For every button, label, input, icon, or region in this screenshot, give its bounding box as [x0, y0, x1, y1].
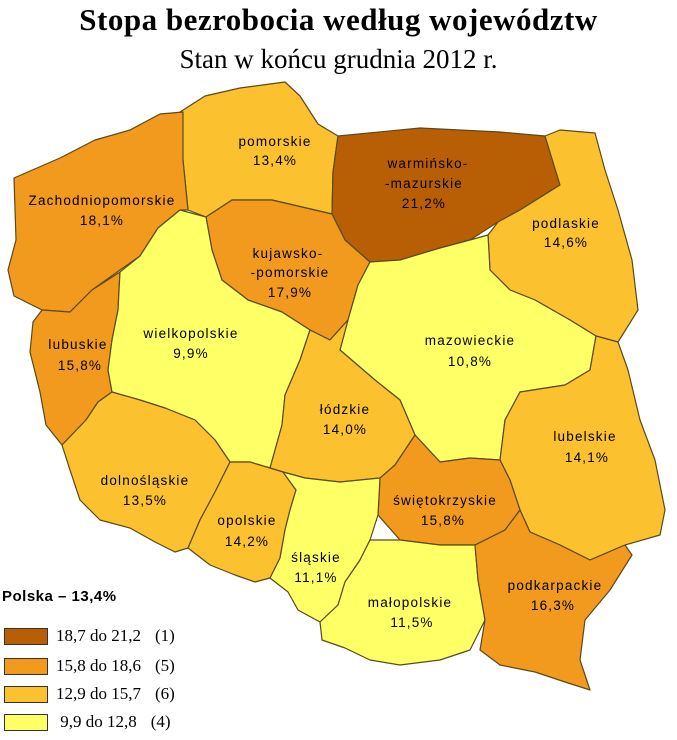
svg-text:21,2%: 21,2%: [402, 196, 446, 211]
legend-range: 15,8 do 18,6: [56, 656, 141, 675]
svg-text:14,1%: 14,1%: [565, 450, 609, 465]
svg-text:9,9%: 9,9%: [173, 346, 209, 361]
legend-count: (1): [155, 626, 175, 645]
legend-title: Polska – 13,4%: [2, 588, 117, 605]
label-zachodniopomorskie: Zachodniopomorskie 18,1%: [29, 193, 176, 228]
label-podlaskie: podlaskie 14,6%: [532, 216, 600, 250]
label-opolskie: opolskie 14,2%: [217, 513, 276, 549]
legend-item: 15,8 do 18,6 (5): [4, 656, 175, 676]
svg-text:15,8%: 15,8%: [421, 513, 465, 528]
svg-text:18,1%: 18,1%: [80, 213, 124, 228]
svg-text:mazowieckie: mazowieckie: [425, 333, 515, 348]
legend-swatch: [4, 713, 48, 731]
svg-text:pomorskie: pomorskie: [238, 134, 311, 149]
legend-item: 9,9 do 12,8 (4): [4, 712, 171, 732]
label-lodzkie: łódzkie 14,0%: [320, 402, 370, 437]
svg-text:lubelskie: lubelskie: [553, 429, 616, 444]
svg-text:dolnośląskie: dolnośląskie: [101, 473, 190, 488]
svg-text:13,4%: 13,4%: [253, 153, 297, 168]
legend-count: (4): [150, 712, 171, 731]
svg-text:11,5%: 11,5%: [390, 615, 433, 630]
label-slaskie: śląskie 11,1%: [291, 550, 341, 585]
region-pomorskie[interactable]: [179, 81, 339, 218]
svg-text:11,1%: 11,1%: [294, 570, 337, 585]
svg-text:16,3%: 16,3%: [531, 598, 575, 613]
svg-text:świętokrzyskie: świętokrzyskie: [393, 493, 497, 508]
label-kujawsko-pomorskie: kujawsko- -pomorskie 17,9%: [251, 246, 330, 300]
legend-item: 18,7 do 21,2 (1): [4, 626, 175, 646]
svg-text:10,8%: 10,8%: [448, 354, 492, 369]
legend-count: (5): [155, 656, 175, 675]
map-subtitle: Stan w końcu grudnia 2012 r.: [179, 44, 498, 74]
svg-text:wielkopolskie: wielkopolskie: [142, 326, 238, 341]
legend-swatch: [4, 657, 48, 675]
label-warminsko-mazurskie: warmińsko- -mazurskie 21,2%: [385, 156, 468, 211]
label-wielkopolskie: wielkopolskie 9,9%: [142, 326, 238, 361]
legend-swatch: [4, 627, 48, 645]
label-mazowieckie: mazowieckie 10,8%: [425, 333, 515, 369]
legend-range: 18,7 do 21,2: [56, 626, 141, 645]
legend-count: (6): [155, 684, 175, 703]
map-title: Stopa bezrobocia według województw: [79, 2, 598, 37]
label-podkarpackie: podkarpackie 16,3%: [508, 578, 603, 613]
svg-text:14,0%: 14,0%: [323, 422, 367, 437]
svg-text:-pomorskie: -pomorskie: [251, 265, 330, 280]
svg-text:śląskie: śląskie: [291, 550, 341, 565]
svg-text:opolskie: opolskie: [217, 513, 276, 528]
region-podkarpackie[interactable]: [474, 509, 633, 691]
svg-text:łódzkie: łódzkie: [320, 402, 370, 417]
legend-range: 9,9 do 12,8: [56, 712, 137, 731]
region-malopolskie[interactable]: [319, 539, 486, 666]
label-lubelskie: lubelskie 14,1%: [553, 429, 616, 465]
label-pomorskie: pomorskie 13,4%: [238, 134, 311, 168]
svg-text:14,6%: 14,6%: [544, 235, 588, 250]
legend-range: 12,9 do 15,7: [56, 684, 141, 703]
label-lubuskie: lubuskie 15,8%: [48, 337, 107, 373]
svg-text:Zachodniopomorskie: Zachodniopomorskie: [29, 193, 176, 208]
svg-text:podlaskie: podlaskie: [532, 216, 600, 231]
svg-text:17,9%: 17,9%: [268, 285, 312, 300]
svg-text:lubuskie: lubuskie: [48, 337, 107, 352]
svg-text:kujawsko-: kujawsko-: [253, 246, 324, 261]
label-dolnoslaskie: dolnośląskie 13,5%: [101, 473, 190, 508]
svg-text:podkarpackie: podkarpackie: [508, 578, 603, 593]
svg-text:-mazurskie: -mazurskie: [385, 176, 463, 191]
svg-text:13,5%: 13,5%: [123, 493, 167, 508]
svg-text:warmińsko-: warmińsko-: [386, 156, 468, 171]
label-malopolskie: małopolskie 11,5%: [368, 595, 452, 630]
label-swietokrzyskie: świętokrzyskie 15,8%: [393, 493, 497, 528]
legend-item: 12,9 do 15,7 (6): [4, 684, 175, 704]
svg-text:14,2%: 14,2%: [225, 534, 269, 549]
svg-text:15,8%: 15,8%: [58, 358, 102, 373]
legend-swatch: [4, 685, 48, 703]
svg-text:małopolskie: małopolskie: [368, 595, 452, 610]
